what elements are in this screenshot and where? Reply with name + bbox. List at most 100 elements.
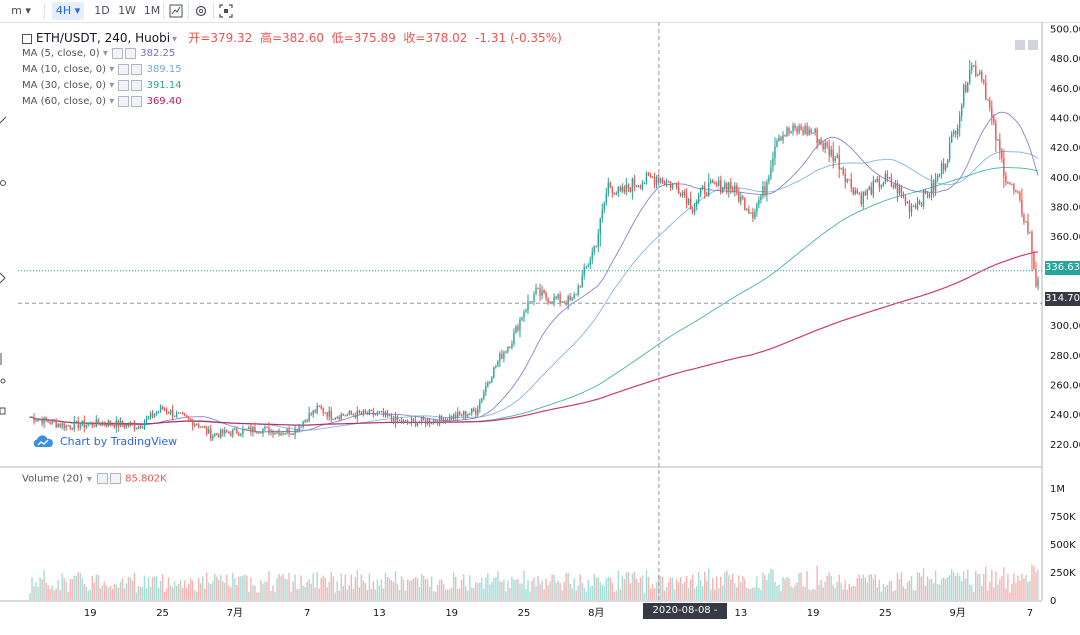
volume-bar: [932, 583, 935, 600]
candle-body: [497, 361, 499, 367]
ma-study-row[interactable]: MA (30, close, 0) ▾ 391.14: [22, 78, 562, 94]
chevron-down-icon[interactable]: ▾: [99, 48, 112, 59]
lock-tool-icon[interactable]: [0, 407, 6, 415]
collapse-icon[interactable]: [22, 34, 32, 44]
candle-body: [914, 205, 917, 209]
candle-body: [589, 259, 591, 265]
interval-1d-button[interactable]: 1D: [94, 4, 110, 17]
volume-bar: [573, 578, 575, 600]
candle-body: [240, 433, 242, 436]
scroll-up-icon[interactable]: [1015, 40, 1025, 50]
volume-bar: [864, 577, 867, 600]
candle-body: [137, 426, 140, 429]
candle-body: [774, 146, 776, 159]
candle-body: [952, 130, 955, 135]
volume-bar: [541, 580, 543, 600]
volume-bar: [557, 580, 559, 600]
brush-tool-icon[interactable]: [0, 180, 6, 186]
toolbar-divider: [163, 3, 164, 19]
volume-bar: [286, 579, 288, 600]
candle-body: [1033, 253, 1035, 270]
volume-bar: [742, 576, 744, 600]
volume-bar: [320, 578, 322, 600]
chevron-down-icon[interactable]: ▾: [106, 80, 118, 91]
candle-body: [772, 158, 774, 168]
study-settings-icon[interactable]: [118, 63, 130, 75]
volume-bar: [782, 577, 784, 600]
study-close-icon[interactable]: [109, 473, 121, 484]
symbol-title[interactable]: ETH/USDT, 240, Huobi: [36, 31, 171, 45]
chevron-down-icon[interactable]: ▾: [86, 473, 92, 485]
study-close-icon[interactable]: [131, 95, 143, 107]
chevron-down-icon[interactable]: ▾: [106, 96, 118, 107]
scroll-down-icon[interactable]: [1028, 40, 1038, 50]
candle-body: [398, 420, 401, 422]
zoom-tool-icon[interactable]: [0, 378, 6, 384]
candle-body: [794, 125, 796, 129]
candle-body: [356, 410, 359, 418]
volume-bar: [238, 576, 240, 600]
fullscreen-icon[interactable]: [218, 2, 234, 20]
volume-bar: [677, 582, 680, 600]
volume-bar: [882, 583, 885, 600]
study-name[interactable]: MA (10, close, 0): [22, 64, 107, 75]
interval-1w-button[interactable]: 1W: [118, 4, 136, 17]
volume-bar: [850, 586, 852, 600]
study-name[interactable]: MA (5, close, 0): [22, 48, 100, 59]
compare-icon[interactable]: [168, 2, 184, 20]
study-close-icon[interactable]: [125, 47, 137, 59]
candle-body: [762, 186, 764, 197]
study-close-icon[interactable]: [131, 63, 143, 75]
volume-bar: [844, 580, 846, 600]
ma-study-row[interactable]: MA (5, close, 0) ▾ 382.25: [22, 46, 562, 62]
candle-body: [436, 421, 439, 425]
toolbar: m ▾ 4H ▾ 1D 1W 1M: [0, 0, 1080, 23]
volume-bar: [804, 586, 806, 600]
volume-bar: [728, 575, 730, 600]
candle-body: [234, 428, 236, 430]
candle-body: [206, 427, 208, 434]
ma-study-row[interactable]: MA (60, close, 0) ▾ 369.40: [22, 94, 562, 110]
candle-body: [294, 429, 296, 435]
volume-bar: [356, 570, 359, 600]
study-settings-icon[interactable]: [118, 95, 130, 107]
study-settings-icon[interactable]: [112, 47, 124, 59]
tradingview-watermark[interactable]: Chart by TradingView: [32, 433, 177, 451]
volume-bar: [45, 582, 47, 600]
candle-body: [969, 70, 971, 83]
study-close-icon[interactable]: [131, 79, 143, 91]
volume-bar: [890, 580, 893, 600]
study-name[interactable]: MA (60, close, 0): [22, 96, 107, 107]
candle-body: [402, 420, 405, 424]
volume-bar: [246, 575, 248, 600]
ma-study-row[interactable]: MA (10, close, 0) ▾ 389.15: [22, 62, 562, 78]
volume-bar: [946, 577, 949, 600]
trend-line-tool-icon[interactable]: [0, 116, 7, 124]
price-chart[interactable]: 220.00240.00260.00280.00300.00320.00340.…: [0, 0, 1080, 621]
volume-bar: [884, 586, 887, 600]
candle-body: [647, 173, 650, 175]
candle-body: [910, 205, 913, 212]
study-settings-icon[interactable]: [118, 79, 130, 91]
interval-menu-button[interactable]: m ▾: [6, 2, 36, 20]
interval-1m-button[interactable]: 1M: [143, 4, 161, 17]
study-name[interactable]: MA (30, close, 0): [22, 80, 107, 91]
volume-bar: [288, 572, 290, 600]
study-value: 389.15: [143, 64, 182, 75]
chevron-down-icon[interactable]: ▾: [172, 34, 178, 45]
study-settings-icon[interactable]: [96, 473, 108, 484]
shape-tool-icon[interactable]: [0, 272, 6, 284]
candle-body: [742, 196, 744, 199]
candle-body: [603, 203, 605, 210]
chevron-down-icon[interactable]: ▾: [106, 64, 118, 75]
candle-body: [450, 416, 453, 420]
candle-body: [400, 420, 403, 424]
volume-study-name[interactable]: Volume (20): [22, 473, 83, 485]
candle-body: [113, 425, 116, 428]
volume-bar: [902, 586, 905, 600]
candle-body: [635, 185, 638, 187]
interval-4h-button[interactable]: 4H ▾: [52, 2, 84, 20]
volume-bar: [726, 570, 728, 600]
volume-bar: [316, 572, 318, 600]
settings-gear-icon[interactable]: [193, 2, 209, 20]
